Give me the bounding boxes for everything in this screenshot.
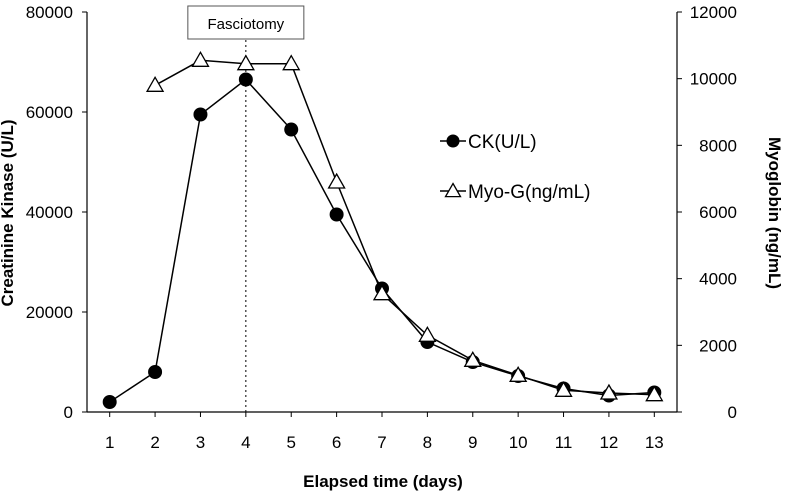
y-axis-title: Creatinine Kinase (U/L) — [0, 119, 17, 306]
right-tick-label: 8000 — [699, 136, 737, 155]
myoglobin-data-point — [145, 76, 165, 92]
left-tick-label: 60000 — [26, 103, 73, 122]
x-tick-label: 10 — [509, 433, 528, 452]
myoglobin-data-point — [236, 54, 255, 71]
series-line-ck — [109, 78, 655, 403]
x-tick-label: 9 — [468, 433, 477, 452]
left-tick-label: 0 — [64, 403, 73, 422]
ck-data-point — [193, 107, 208, 122]
x-tick-label: 5 — [286, 433, 295, 452]
myoglobin-data-point — [599, 383, 619, 400]
myoglobin-data-point — [463, 351, 482, 367]
right-tick-label: 12000 — [690, 3, 737, 22]
left-tick-label: 80000 — [26, 3, 73, 22]
ck-data-point — [238, 72, 253, 87]
myoglobin-data-point — [327, 172, 346, 189]
right-tick-label: 4000 — [699, 270, 737, 289]
right-tick-label: 10000 — [690, 70, 737, 89]
myoglobin-data-point — [191, 51, 210, 67]
x-tick-label: 2 — [150, 433, 159, 452]
myoglobin-data-point — [645, 385, 664, 402]
x-axis-title: Elapsed time (days) — [303, 472, 463, 491]
ck-data-point — [329, 207, 344, 222]
legend-marker-myoglobin — [444, 182, 462, 198]
right-tick-label: 6000 — [699, 203, 737, 222]
legend-label-myoglobin: Myo-G(ng/mL) — [468, 182, 590, 203]
ck-data-point — [102, 395, 117, 409]
ck-data-point — [284, 122, 299, 137]
ck-data-point — [148, 365, 163, 379]
myoglobin-data-point — [372, 284, 392, 301]
left-tick-label: 40000 — [26, 203, 73, 222]
myoglobin-data-point — [554, 381, 573, 397]
fasciotomy-label-box — [187, 5, 305, 40]
myoglobin-data-point — [282, 54, 301, 71]
myoglobin-data-point — [509, 366, 528, 382]
x-tick-label: 12 — [599, 433, 618, 452]
right-tick-label: 2000 — [699, 336, 737, 355]
x-tick-label: 1 — [105, 433, 114, 452]
x-tick-label: 7 — [377, 433, 386, 452]
x-tick-label: 6 — [332, 433, 341, 452]
right-tick-label: 0 — [728, 403, 737, 422]
left-tick-label: 20000 — [26, 303, 73, 322]
fasciotomy-label: Fasciotomy — [208, 16, 285, 33]
legend-label-ck: CK(U/L) — [468, 132, 537, 153]
x-tick-label: 11 — [555, 433, 573, 452]
y2-axis-title: Myoglobin (ng/mL) — [765, 137, 784, 289]
x-tick-label: 3 — [196, 433, 205, 452]
x-tick-label: 8 — [423, 433, 432, 452]
series-line-myoglobin — [154, 59, 655, 396]
myoglobin-data-point — [418, 326, 437, 342]
x-tick-label: 13 — [645, 433, 664, 452]
legend-marker-ck — [446, 134, 460, 148]
x-tick-label: 4 — [241, 433, 250, 452]
